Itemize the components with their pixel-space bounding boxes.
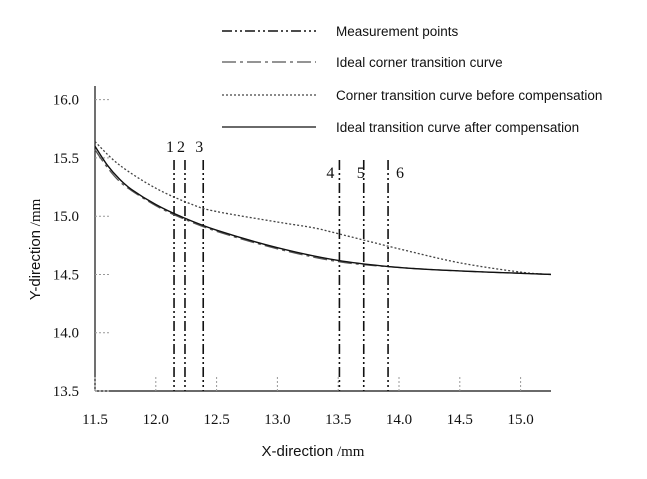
x-tick-label: 12.0 [143, 412, 169, 428]
measurement-point-label: 6 [396, 165, 404, 182]
measurement-point-label: 5 [357, 165, 365, 182]
axes [94, 86, 551, 392]
x-tick-label: 13.5 [325, 412, 351, 428]
tick-labels: 11.5 12.0 12.5 13.0 13.5 14.0 14.5 15.0 13.5 14.0… [53, 93, 534, 428]
x-tick-label: 14.5 [447, 412, 473, 428]
x-axis-label-unit: /mm [337, 444, 365, 460]
y-tick-label: 14.0 [53, 326, 79, 342]
measurement-point-label: 4 [326, 165, 334, 182]
y-tick-label: 15.5 [53, 151, 79, 167]
x-axis-label: X-direction /mm [262, 443, 365, 460]
y-tick-label: 13.5 [53, 384, 79, 400]
y-tick-label: 15.0 [53, 209, 79, 225]
y-axis-label: Y-direction /mm [27, 198, 44, 300]
x-tick-label: 15.0 [507, 412, 533, 428]
x-tick-label: 14.0 [386, 412, 412, 428]
axis-labels: X-direction /mm Y-direction /mm [27, 198, 365, 460]
series-line-2 [94, 141, 552, 276]
x-tick-label: 12.5 [203, 412, 229, 428]
series-line-3 [94, 145, 552, 276]
legend: Measurement points Ideal corner transitio… [222, 24, 602, 135]
measurement-point-label: 2 [177, 139, 185, 156]
measurement-point-label: 3 [195, 139, 203, 156]
measurement-lines: 1 2 3 4 5 6 [166, 139, 404, 391]
legend-label: Ideal transition curve after compensatio… [336, 120, 579, 135]
y-axis-label-main: Y-direction [27, 230, 44, 300]
legend-label: Measurement points [336, 24, 459, 39]
legend-label: Ideal corner transition curve [336, 55, 503, 70]
legend-label: Corner transition curve before compensat… [336, 88, 602, 103]
y-axis-label-unit: /mm [28, 198, 44, 226]
x-axis-label-main: X-direction [262, 443, 334, 460]
y-tick-label: 14.5 [53, 267, 79, 283]
measurement-point-label: 1 [166, 139, 174, 156]
x-tick-label: 11.5 [82, 412, 108, 428]
series-lines [94, 141, 552, 276]
y-tick-label: 16.0 [53, 93, 79, 109]
series-line-1 [94, 149, 552, 276]
x-tick-label: 13.0 [264, 412, 290, 428]
